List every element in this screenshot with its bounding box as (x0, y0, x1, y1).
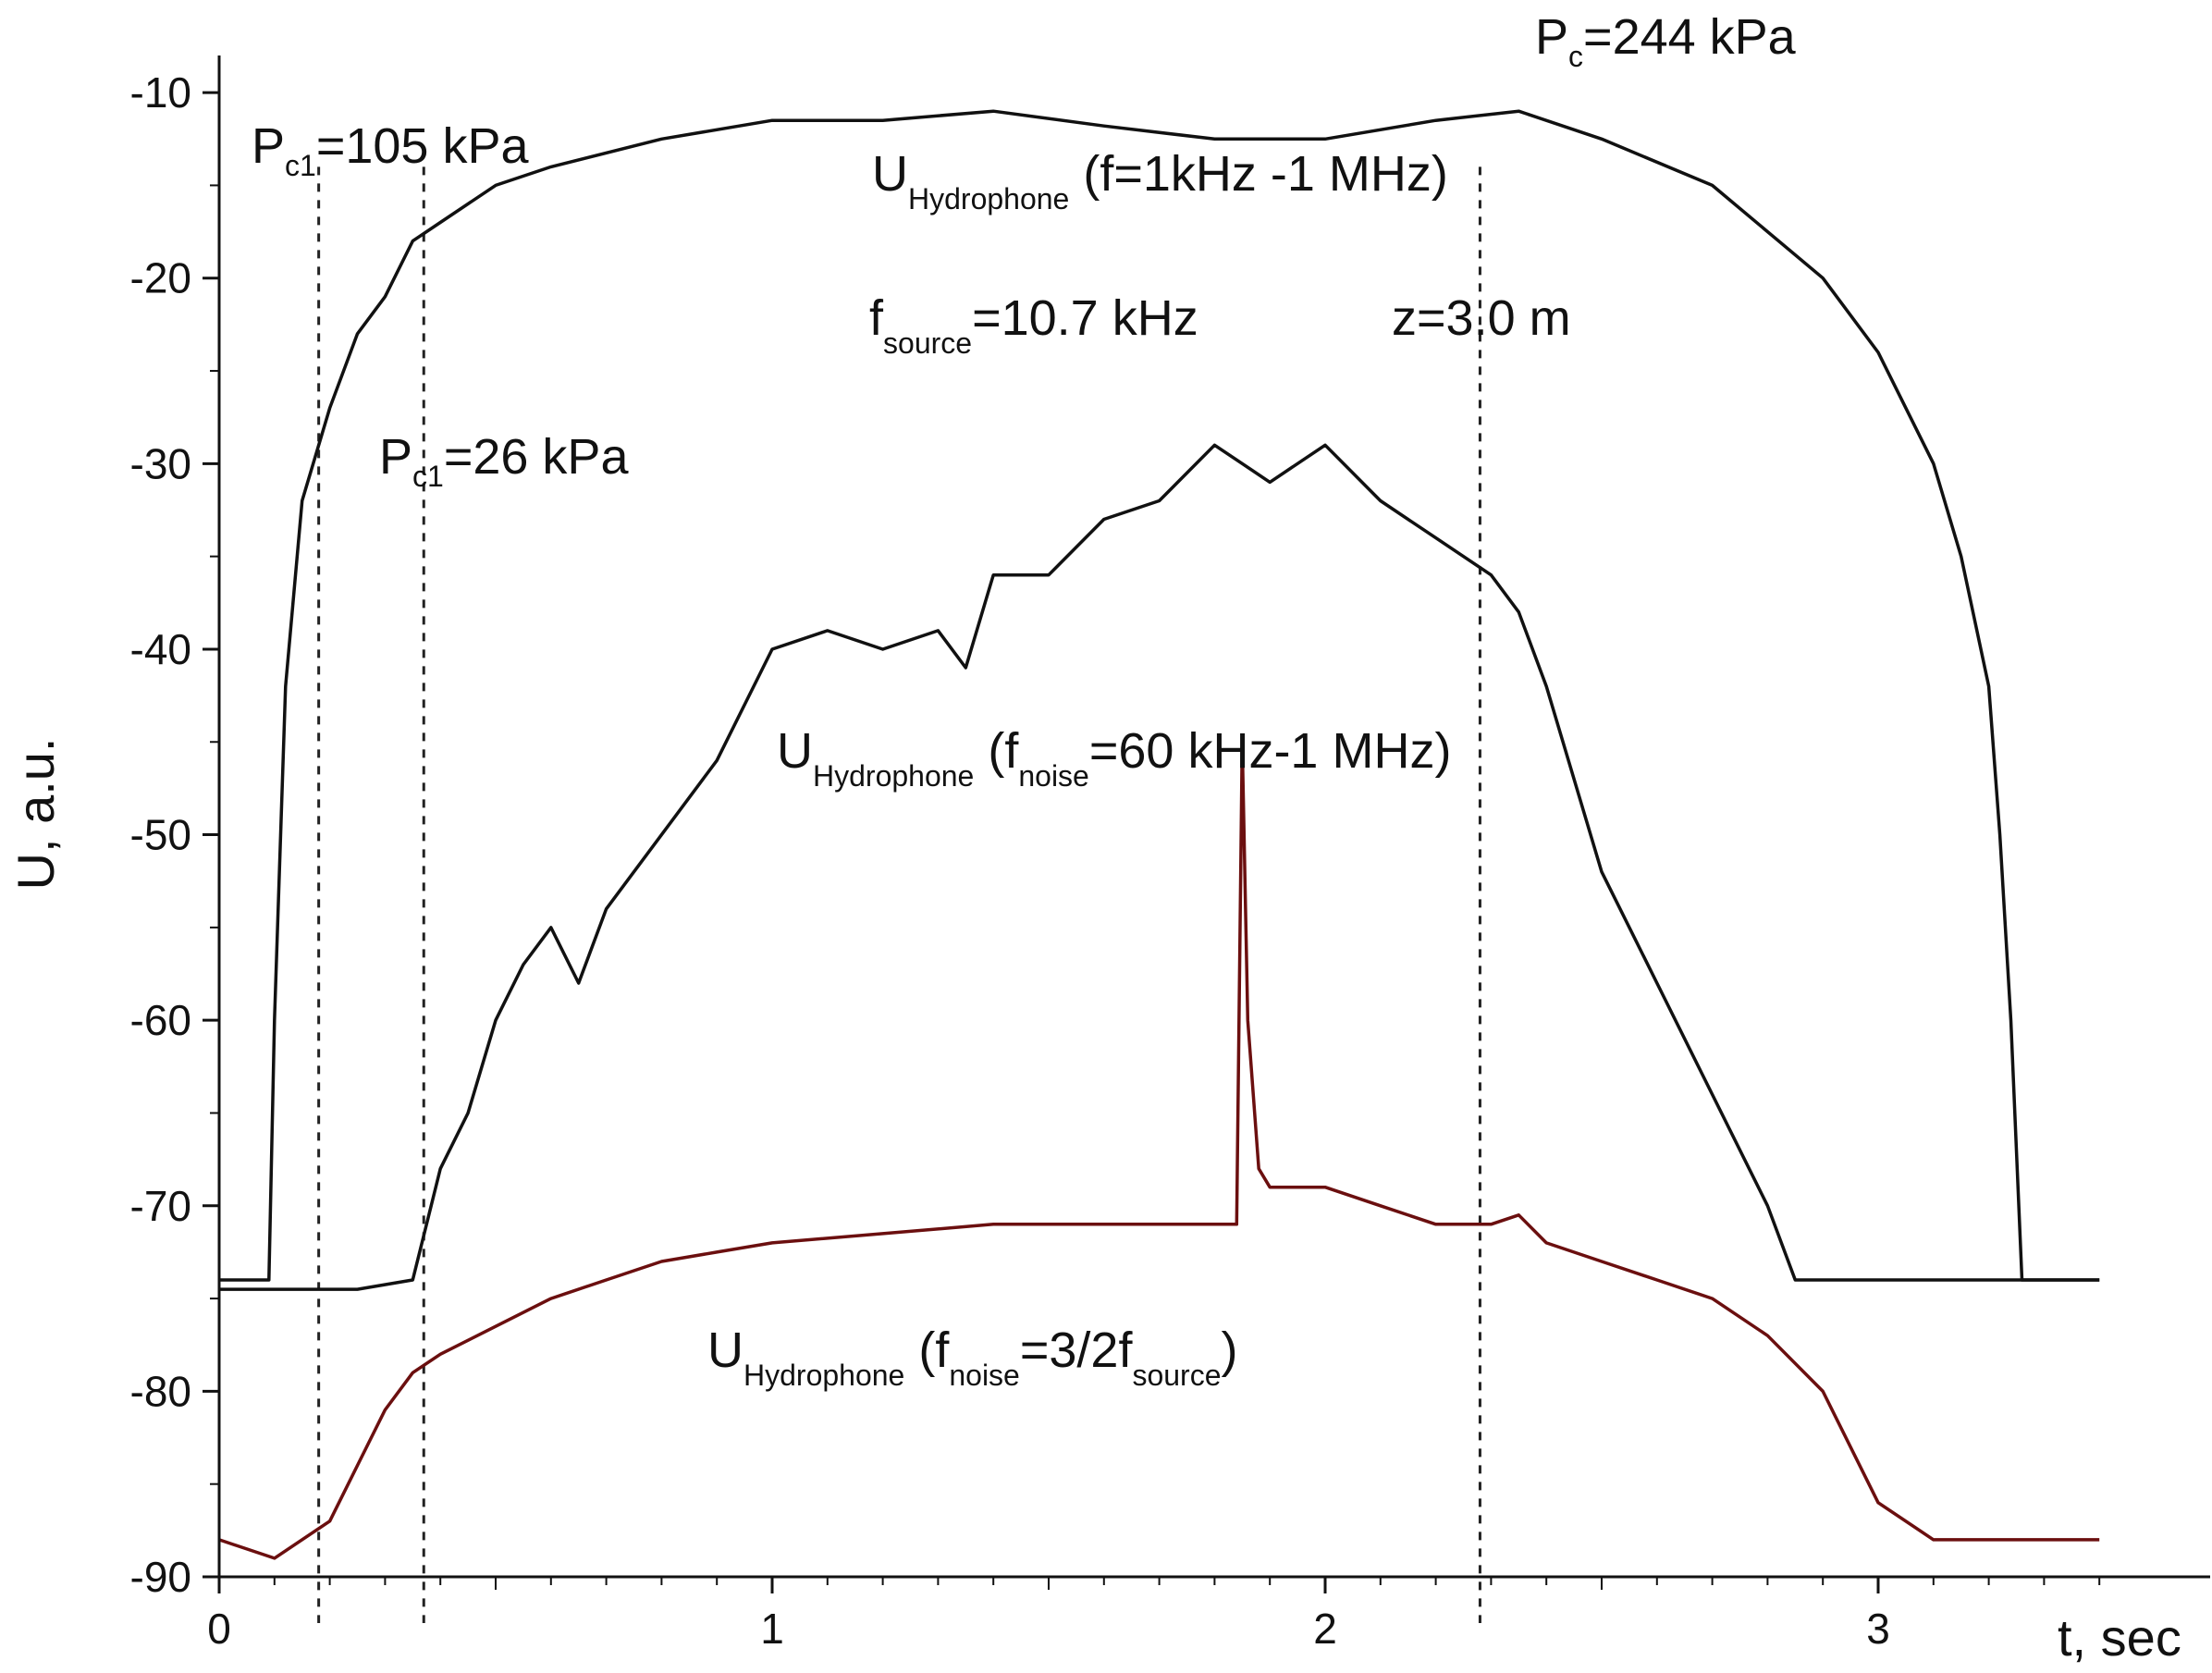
ticks (203, 91, 2101, 1593)
y-tick-label: -60 (130, 996, 191, 1044)
series-group (218, 109, 2100, 1560)
y-tick-label: -10 (130, 68, 191, 117)
annotation-hydrophone-broadband: UHydrophone (f=1kHz -1 MHz) (872, 146, 1448, 215)
y-tick-label: -20 (130, 254, 191, 302)
y-tick-label: -80 (130, 1367, 191, 1415)
annotation-depth: z=3.0 m (1392, 290, 1571, 346)
x-tick-label: 3 (1866, 1605, 1890, 1653)
y-axis-title: U, a.u. (6, 738, 65, 891)
x-axis-title: t, sec (2058, 1608, 2181, 1667)
y-tick-label: -90 (130, 1553, 191, 1601)
annotation-pc1-105: Pc1=105 kPa (252, 118, 529, 182)
series-line-2 (218, 740, 2100, 1560)
series-line-1 (219, 443, 2100, 1291)
y-tick-label: -50 (130, 811, 191, 859)
y-tick-label: -30 (130, 439, 191, 487)
y-tick-label: -40 (130, 625, 191, 673)
annotation-pc1-26: Pc1=26 kPa (379, 429, 629, 493)
annotation-hydrophone-noise-60khz: UHydrophone (fnoise=60 kHz-1 MHz) (777, 723, 1451, 793)
y-tick-label: -70 (130, 1182, 191, 1230)
annotation-hydrophone-subharmonic: UHydrophone (fnoise=3/2fsource) (707, 1322, 1237, 1392)
annotation-pc-244: Pc=244 kPa (1535, 9, 1797, 73)
x-tick-label: 1 (760, 1605, 784, 1653)
annotation-f-source: fsource=10.7 kHz (869, 290, 1198, 360)
series-line-0 (219, 109, 2100, 1282)
x-tick-label: 0 (207, 1605, 231, 1653)
x-tick-label: 2 (1313, 1605, 1337, 1653)
tick-labels: 0 1 2 3 -10 -20 -30 -40 -50 -60 -70 -80 -90 (130, 68, 1890, 1653)
